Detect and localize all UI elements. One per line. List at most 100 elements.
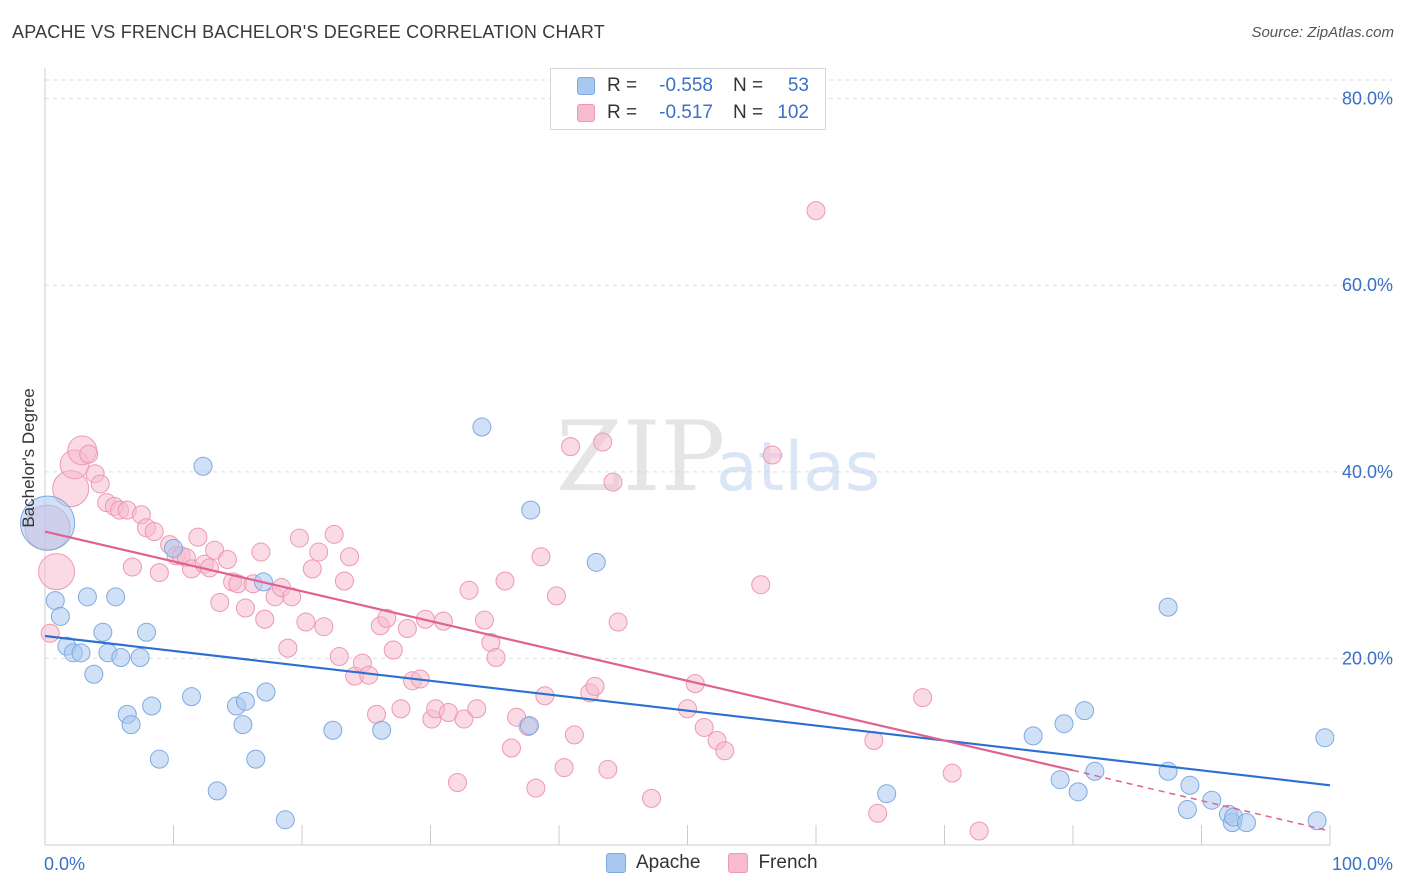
- french-point: [210, 592, 230, 612]
- apache-point: [142, 696, 162, 716]
- french-point: [546, 586, 566, 606]
- french-point: [913, 688, 933, 708]
- french-point: [377, 608, 397, 628]
- apache-point: [130, 647, 150, 667]
- french-swatch: [577, 104, 595, 122]
- trend-lines: [44, 530, 1331, 832]
- french-point: [603, 472, 623, 492]
- french-point: [40, 623, 60, 643]
- apache-point: [50, 606, 70, 626]
- apache-n-label: N =: [733, 75, 764, 96]
- french-point: [255, 609, 275, 629]
- apache-point: [275, 810, 295, 830]
- french-point: [467, 699, 487, 719]
- apache-point: [1158, 597, 1178, 617]
- apache-point: [1068, 782, 1088, 802]
- french-point: [608, 612, 628, 632]
- apache-point: [20, 495, 76, 551]
- apache-point: [1315, 728, 1335, 748]
- apache-swatch: [577, 77, 595, 95]
- apache-points: [20, 417, 1335, 833]
- watermark-zip: ZIP: [556, 401, 725, 513]
- french-point: [122, 557, 142, 577]
- watermark-atlas: atlas: [716, 428, 880, 507]
- y-tick-label: 40.0%: [1342, 462, 1393, 482]
- y-tick-label: 80.0%: [1342, 89, 1393, 109]
- axes: [44, 68, 1331, 846]
- french-point: [334, 571, 354, 591]
- french-legend-label: French: [758, 852, 818, 873]
- apache-point: [472, 417, 492, 437]
- french-point: [751, 575, 771, 595]
- apache-point: [233, 715, 253, 735]
- french-point: [593, 432, 613, 452]
- french-point: [864, 731, 884, 751]
- french-point: [454, 709, 474, 729]
- french-point: [474, 610, 494, 630]
- french-point: [969, 821, 989, 841]
- french-point: [188, 527, 208, 547]
- french-point: [302, 559, 322, 579]
- legend-row-apache: R = -0.558 N = 53: [577, 74, 809, 98]
- apache-point: [149, 749, 169, 769]
- french-point: [79, 444, 99, 464]
- french-trend-extension: [1072, 769, 1331, 832]
- x-tick-label: 0.0%: [44, 854, 85, 874]
- apache-point: [323, 720, 343, 740]
- french-point: [90, 474, 110, 494]
- apache-r-label: R =: [607, 75, 638, 96]
- tick-labels: 20.0% 40.0% 60.0% 80.0% 0.0% 100.0%: [44, 89, 1393, 874]
- french-point: [564, 725, 584, 745]
- apache-point: [193, 456, 213, 476]
- apache-n-value: 53: [787, 75, 809, 96]
- french-point: [314, 617, 334, 637]
- apache-point: [1180, 775, 1200, 795]
- french-point: [391, 699, 411, 719]
- french-point: [367, 704, 387, 724]
- french-point: [486, 647, 506, 667]
- apache-point: [519, 716, 539, 736]
- source-label: Source: ZipAtlas.com: [1251, 24, 1394, 41]
- apache-point: [1054, 714, 1074, 734]
- apache-point: [1177, 800, 1197, 820]
- french-point: [329, 647, 349, 667]
- legend-item-french[interactable]: French: [728, 852, 818, 874]
- apache-point: [521, 500, 541, 520]
- french-point: [296, 612, 316, 632]
- apache-point: [106, 587, 126, 607]
- chart-title: APACHE VS FRENCH BACHELOR'S DEGREE CORRE…: [12, 22, 605, 42]
- watermark: ZIP atlas: [556, 401, 880, 513]
- apache-point: [246, 749, 266, 769]
- french-point: [149, 563, 169, 583]
- french-point: [554, 758, 574, 778]
- apache-point: [1202, 790, 1222, 810]
- french-point: [289, 528, 309, 548]
- y-axis-label: Bachelor's Degree: [19, 388, 38, 527]
- french-point: [561, 437, 581, 457]
- french-point: [144, 522, 164, 542]
- apache-point: [111, 647, 131, 667]
- y-tick-label: 20.0%: [1342, 648, 1393, 668]
- apache-point: [207, 781, 227, 801]
- french-point: [447, 772, 467, 792]
- series-legend: Apache French: [606, 852, 846, 874]
- french-point: [678, 699, 697, 719]
- french-r-value: -0.517: [659, 102, 713, 123]
- apache-point: [877, 784, 897, 804]
- apache-point: [71, 643, 91, 663]
- apache-point: [235, 691, 255, 711]
- french-point: [585, 676, 605, 696]
- apache-point: [77, 587, 97, 607]
- french-point: [433, 611, 453, 631]
- french-point: [868, 803, 888, 823]
- french-point: [942, 763, 962, 783]
- apache-point: [1236, 813, 1256, 833]
- french-point: [251, 542, 271, 562]
- stats-legend: R = -0.558 N = 53 R = -0.517 N = 102: [550, 68, 826, 130]
- french-r-label: R =: [607, 102, 638, 123]
- gridlines: [45, 79, 1392, 659]
- french-point: [309, 542, 329, 562]
- french-point: [324, 524, 344, 544]
- french-point: [38, 553, 76, 591]
- legend-item-apache[interactable]: Apache: [606, 852, 700, 874]
